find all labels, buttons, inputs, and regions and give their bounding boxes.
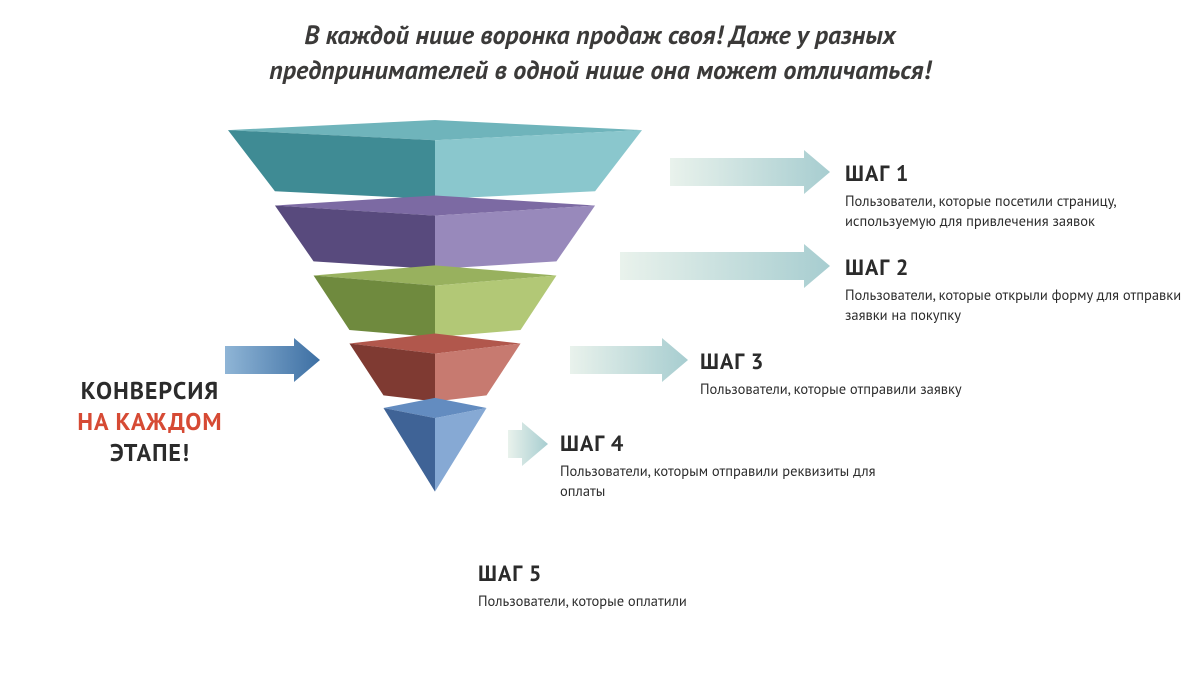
step-label-5: ШАГ 5 Пользователи, которые оплатили bbox=[478, 560, 818, 612]
step-title: ШАГ 5 bbox=[478, 560, 818, 588]
step-title: ШАГ 4 bbox=[560, 430, 900, 458]
title-line-1: В каждой нише воронка продаж своя! Даже … bbox=[0, 18, 1200, 53]
step-label-2: ШАГ 2 Пользователи, которые открыли форму… bbox=[845, 254, 1185, 325]
step-label-4: ШАГ 4 Пользователи, которым отправили рек… bbox=[560, 430, 900, 501]
step-desc: Пользователи, которые посетили страницу,… bbox=[845, 192, 1185, 231]
funnel-chart bbox=[210, 120, 660, 580]
step-title: ШАГ 3 bbox=[700, 348, 1040, 376]
step-desc: Пользователи, которые отправили заявку bbox=[700, 380, 1040, 400]
step-desc: Пользователи, которые оплатили bbox=[478, 592, 818, 612]
step-title: ШАГ 2 bbox=[845, 254, 1185, 282]
title-line-2: предпринимателей в одной нише она может … bbox=[0, 53, 1200, 88]
step-label-1: ШАГ 1 Пользователи, которые посетили стра… bbox=[845, 160, 1185, 231]
step-title: ШАГ 1 bbox=[845, 160, 1185, 188]
step-desc: Пользователи, которые открыли форму для … bbox=[845, 286, 1185, 325]
step-label-3: ШАГ 3 Пользователи, которые отправили зая… bbox=[700, 348, 1040, 400]
step-desc: Пользователи, которым отправили реквизит… bbox=[560, 462, 900, 501]
infographic-canvas: В каждой нише воронка продаж своя! Даже … bbox=[0, 0, 1200, 678]
page-title: В каждой нише воронка продаж своя! Даже … bbox=[0, 18, 1200, 88]
